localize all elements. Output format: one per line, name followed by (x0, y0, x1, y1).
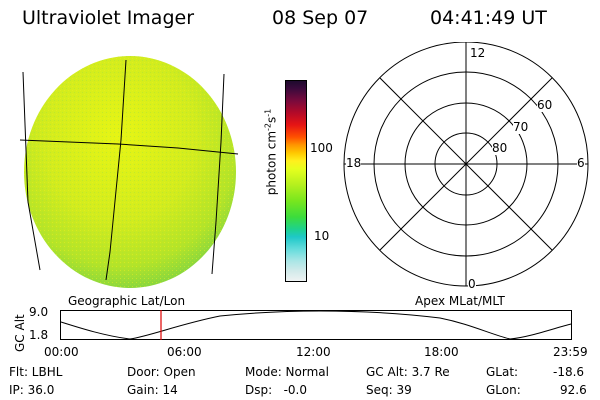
mlt-label-6: 6 (577, 156, 585, 170)
mlat-label-80: 80 (492, 141, 508, 155)
polar-plot (343, 42, 589, 287)
altitude-plot (60, 310, 572, 340)
colorbar-tick-10: 10 (314, 229, 330, 243)
glon-value: 92.6 (560, 383, 587, 397)
grid-lat-line (19, 139, 239, 155)
mlat-label-70: 70 (513, 120, 529, 134)
gain-status: Gain: 14 (127, 383, 178, 397)
grid-lon-line-2 (105, 59, 127, 281)
altitude-xtick-1200: 12:00 (296, 345, 331, 359)
altitude-ylabel: GC Alt (13, 314, 27, 352)
mlt-label-0: 0 (468, 277, 476, 291)
ip-status: IP: 36.0 (9, 383, 55, 397)
altitude-curve (60, 310, 572, 340)
altitude-ytick-top: 9.0 (29, 305, 49, 319)
app-title: Ultraviolet Imager (22, 7, 195, 29)
uv-image-panel (19, 56, 239, 288)
uv-disk-texture (24, 56, 236, 288)
grid-lon-line-3 (211, 73, 225, 275)
mlt-label-12: 12 (470, 46, 486, 60)
date-label: 08 Sep 07 (272, 7, 369, 29)
polar-diagonal-2 (379, 77, 553, 251)
altitude-xtick-2359: 23:59 (553, 345, 588, 359)
altitude-xtick-1800: 18:00 (424, 345, 459, 359)
filter-status: Flt: LBHL (9, 365, 63, 379)
mlt-label-18: 18 (346, 156, 362, 170)
glat-label: GLat: (486, 365, 519, 379)
colorbar-tick-100: 100 (310, 141, 333, 155)
dsp-status: Dsp: -0.0 (245, 383, 308, 397)
seq-status: Seq: 39 (366, 383, 412, 397)
mode-status: Mode: Normal (245, 365, 329, 379)
time-label: 04:41:49 UT (430, 7, 547, 29)
polar-panel-label: Apex MLat/MLT (415, 294, 505, 308)
colorbar (285, 80, 307, 282)
altitude-xtick-0000: 00:00 (44, 345, 79, 359)
colorbar-unit-label: photon cm-2s-1 (263, 108, 279, 196)
glon-label: GLon: (486, 383, 521, 397)
altitude-ytick-bottom: 1.8 (29, 328, 49, 342)
mlat-label-60: 60 (537, 98, 553, 112)
door-status: Door: Open (127, 365, 196, 379)
image-panel-label: Geographic Lat/Lon (68, 294, 186, 308)
altitude-plot-frame (60, 310, 572, 340)
grid-lon-line-1 (22, 71, 41, 271)
gc-alt-status: GC Alt: 3.7 Re (366, 365, 450, 379)
altitude-xtick-0600: 06:00 (167, 345, 202, 359)
glat-value: -18.6 (553, 365, 585, 379)
